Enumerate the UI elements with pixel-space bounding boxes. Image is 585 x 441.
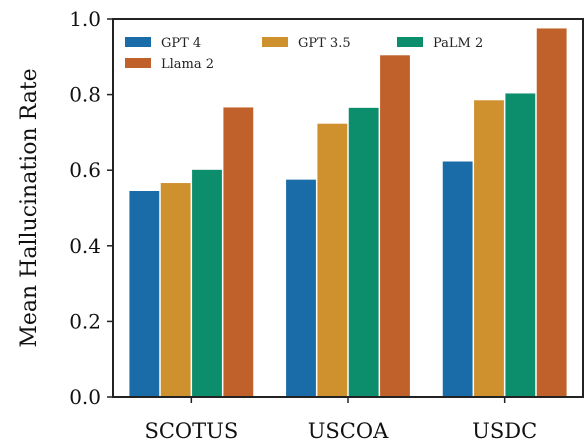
x-category-label: USCOA (308, 419, 389, 441)
legend-label-gpt-3-5: GPT 3.5 (298, 36, 351, 51)
legend-label-llama-2: Llama 2 (161, 57, 214, 72)
y-tick-label: 0.4 (69, 234, 101, 258)
legend-swatch-palm-2 (397, 37, 423, 47)
legend-label-gpt-4: GPT 4 (161, 36, 201, 51)
bar-gpt-3-5-scotus (160, 183, 191, 397)
y-tick-label: 1.0 (69, 7, 101, 31)
legend-swatch-gpt-3-5 (262, 37, 288, 47)
bar-gpt-3-5-usdc (474, 100, 504, 398)
x-category-label: USDC (472, 419, 537, 441)
x-axis-category-labels: SCOTUS USCOA USDC (144, 397, 537, 441)
bar-gpt-4-usdc (442, 161, 473, 397)
y-axis-label: Mean Hallucination Rate (17, 68, 42, 347)
bar-gpt-4-scotus (129, 190, 160, 397)
legend: GPT 4 GPT 3.5 PaLM 2 Llama 2 (125, 36, 483, 72)
bar-palm-2-usdc (505, 93, 536, 397)
legend-swatch-gpt-4 (125, 37, 151, 47)
y-tick-label: 0.2 (69, 309, 101, 333)
bar-llama-2-usdc (536, 28, 567, 397)
bar-llama-2-uscoa (380, 55, 410, 397)
y-axis-ticks: 0.0 0.2 0.4 0.6 0.8 1.0 (69, 7, 113, 409)
bar-gpt-4-uscoa (286, 179, 316, 397)
y-tick-label: 0.6 (69, 158, 101, 182)
bars-layer (129, 28, 567, 398)
legend-swatch-llama-2 (125, 58, 151, 68)
y-tick-label: 0.0 (69, 385, 101, 409)
x-category-label: SCOTUS (144, 419, 238, 441)
bar-llama-2-scotus (223, 107, 254, 397)
legend-label-palm-2: PaLM 2 (433, 36, 483, 51)
bar-palm-2-uscoa (348, 107, 379, 397)
bar-gpt-3-5-uscoa (317, 123, 348, 398)
bar-palm-2-scotus (192, 169, 222, 397)
y-tick-label: 0.8 (69, 83, 101, 107)
